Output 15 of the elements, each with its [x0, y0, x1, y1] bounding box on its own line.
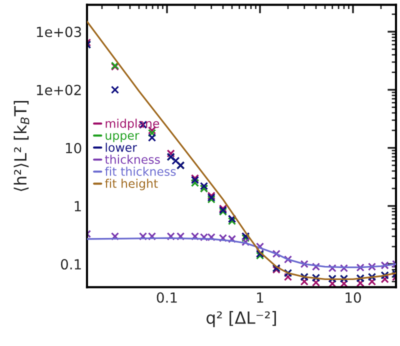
x-axis-title: q² [ΔL⁻²] [206, 311, 276, 328]
legend-label: lower [106, 142, 137, 152]
y-axis-title: ⟨h²⟩L² [k$_{B}$T] [14, 100, 30, 192]
y-tick-label: 1e+03 [36, 26, 82, 38]
legend-label: upper [106, 133, 140, 142]
x-tick-label: 10 [346, 292, 361, 303]
y-tick-label: 10 [66, 142, 82, 154]
legend-label: thickness [105, 154, 160, 164]
y-tick-label: 1 [74, 201, 81, 212]
x-tick-label: 1 [257, 292, 264, 303]
legend-label: fit thickness [104, 166, 176, 176]
legend-label: fit height [104, 178, 158, 190]
x-tick-label: 0.1 [156, 292, 177, 303]
y-tick-label: 0.1 [60, 259, 81, 270]
y-tick-label: 1e+02 [36, 84, 81, 96]
